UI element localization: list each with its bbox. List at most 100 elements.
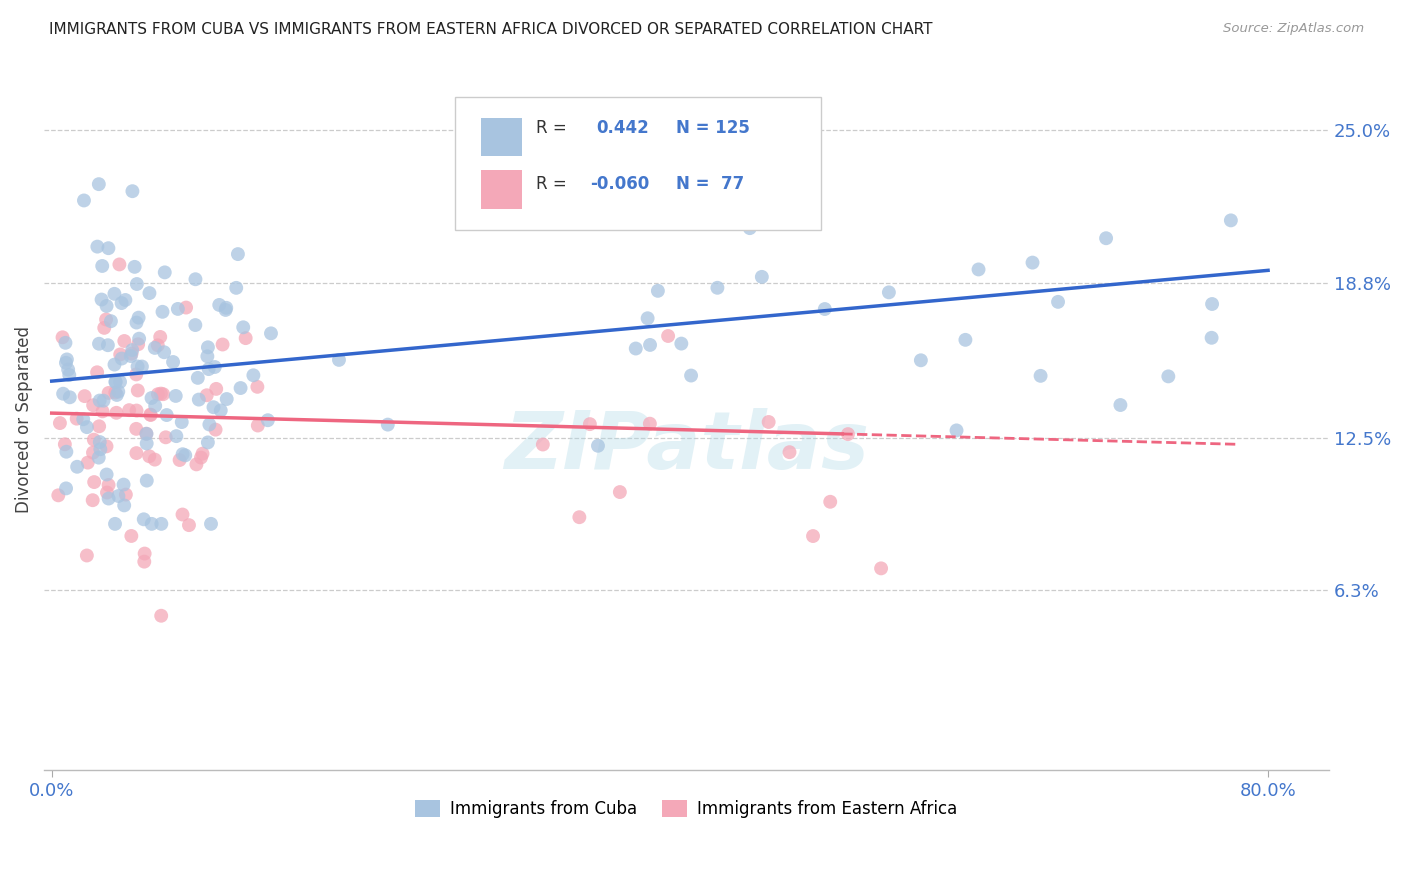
Point [1201, 297, 1223, 311]
Point [190, 450, 212, 465]
Point [53, 437, 76, 451]
Point [83, 475, 105, 489]
Point [818, 495, 841, 509]
Point [150, 608, 173, 623]
Point [66, 411, 89, 425]
Point [328, 352, 350, 367]
Point [174, 301, 197, 315]
Point [73, 194, 96, 208]
Point [814, 301, 837, 316]
Point [139, 408, 162, 422]
Point [568, 510, 591, 524]
Point [135, 426, 157, 441]
Point [82, 445, 104, 459]
Point [107, 384, 129, 399]
Point [187, 392, 209, 407]
Point [97, 478, 120, 492]
Point [143, 399, 166, 413]
Point [200, 516, 222, 531]
Point [55, 356, 77, 370]
Point [55, 335, 77, 350]
Point [127, 337, 149, 351]
Point [681, 368, 703, 383]
Point [108, 257, 131, 271]
Point [169, 453, 191, 467]
Point [138, 286, 160, 301]
Point [58, 368, 80, 382]
Point [229, 381, 252, 395]
Point [118, 403, 141, 417]
Point [155, 430, 177, 444]
Point [967, 262, 990, 277]
Point [114, 293, 136, 307]
Point [127, 384, 149, 398]
Text: N =  77: N = 77 [676, 175, 744, 194]
Point [52, 386, 75, 401]
Text: IMMIGRANTS FROM CUBA VS IMMIGRANTS FROM EASTERN AFRICA DIVORCED OR SEPARATED COR: IMMIGRANTS FROM CUBA VS IMMIGRANTS FROM … [49, 22, 932, 37]
Point [103, 358, 125, 372]
Point [1021, 255, 1043, 269]
Point [72, 412, 94, 426]
Point [91, 259, 114, 273]
Bar [481, 118, 522, 156]
Point [89, 419, 111, 434]
Point [93, 321, 115, 335]
FancyBboxPatch shape [456, 96, 821, 230]
Point [945, 424, 967, 438]
Point [177, 518, 200, 533]
Text: 0.442: 0.442 [596, 120, 650, 137]
Point [87, 336, 110, 351]
Point [531, 437, 554, 451]
Point [246, 380, 269, 394]
Point [125, 368, 148, 382]
Point [208, 298, 231, 312]
Point [125, 403, 148, 417]
Point [235, 331, 257, 345]
Point [758, 415, 780, 429]
Point [124, 260, 146, 274]
Point [246, 418, 269, 433]
Point [139, 408, 162, 422]
Point [637, 311, 659, 326]
Point [91, 404, 114, 418]
Legend: Immigrants from Cuba, Immigrants from Eastern Africa: Immigrants from Cuba, Immigrants from Ea… [409, 793, 965, 825]
Point [156, 408, 179, 422]
Point [211, 337, 233, 351]
Point [837, 427, 859, 442]
Point [232, 320, 254, 334]
Point [197, 435, 219, 450]
Point [204, 359, 226, 374]
Text: -0.060: -0.060 [591, 175, 650, 194]
Point [579, 417, 602, 431]
Point [46, 488, 69, 502]
Point [214, 302, 236, 317]
Point [87, 177, 110, 191]
Point [56, 362, 79, 376]
Point [125, 277, 148, 291]
Point [76, 549, 98, 563]
Point [87, 450, 110, 465]
Point [143, 452, 166, 467]
Text: Source: ZipAtlas.com: Source: ZipAtlas.com [1223, 22, 1364, 36]
Point [638, 417, 661, 431]
Point [134, 547, 156, 561]
Point [377, 417, 399, 432]
Point [197, 340, 219, 354]
Point [104, 375, 127, 389]
Point [121, 184, 143, 198]
Point [115, 487, 138, 501]
Point [657, 329, 679, 343]
Point [128, 310, 150, 325]
Point [66, 459, 89, 474]
Point [738, 221, 761, 235]
Point [202, 401, 225, 415]
Point [1095, 231, 1118, 245]
Point [121, 343, 143, 357]
Point [125, 422, 148, 436]
Point [149, 330, 172, 344]
Point [150, 516, 173, 531]
Point [195, 349, 218, 363]
Point [186, 458, 208, 472]
Point [609, 485, 631, 500]
Point [141, 516, 163, 531]
